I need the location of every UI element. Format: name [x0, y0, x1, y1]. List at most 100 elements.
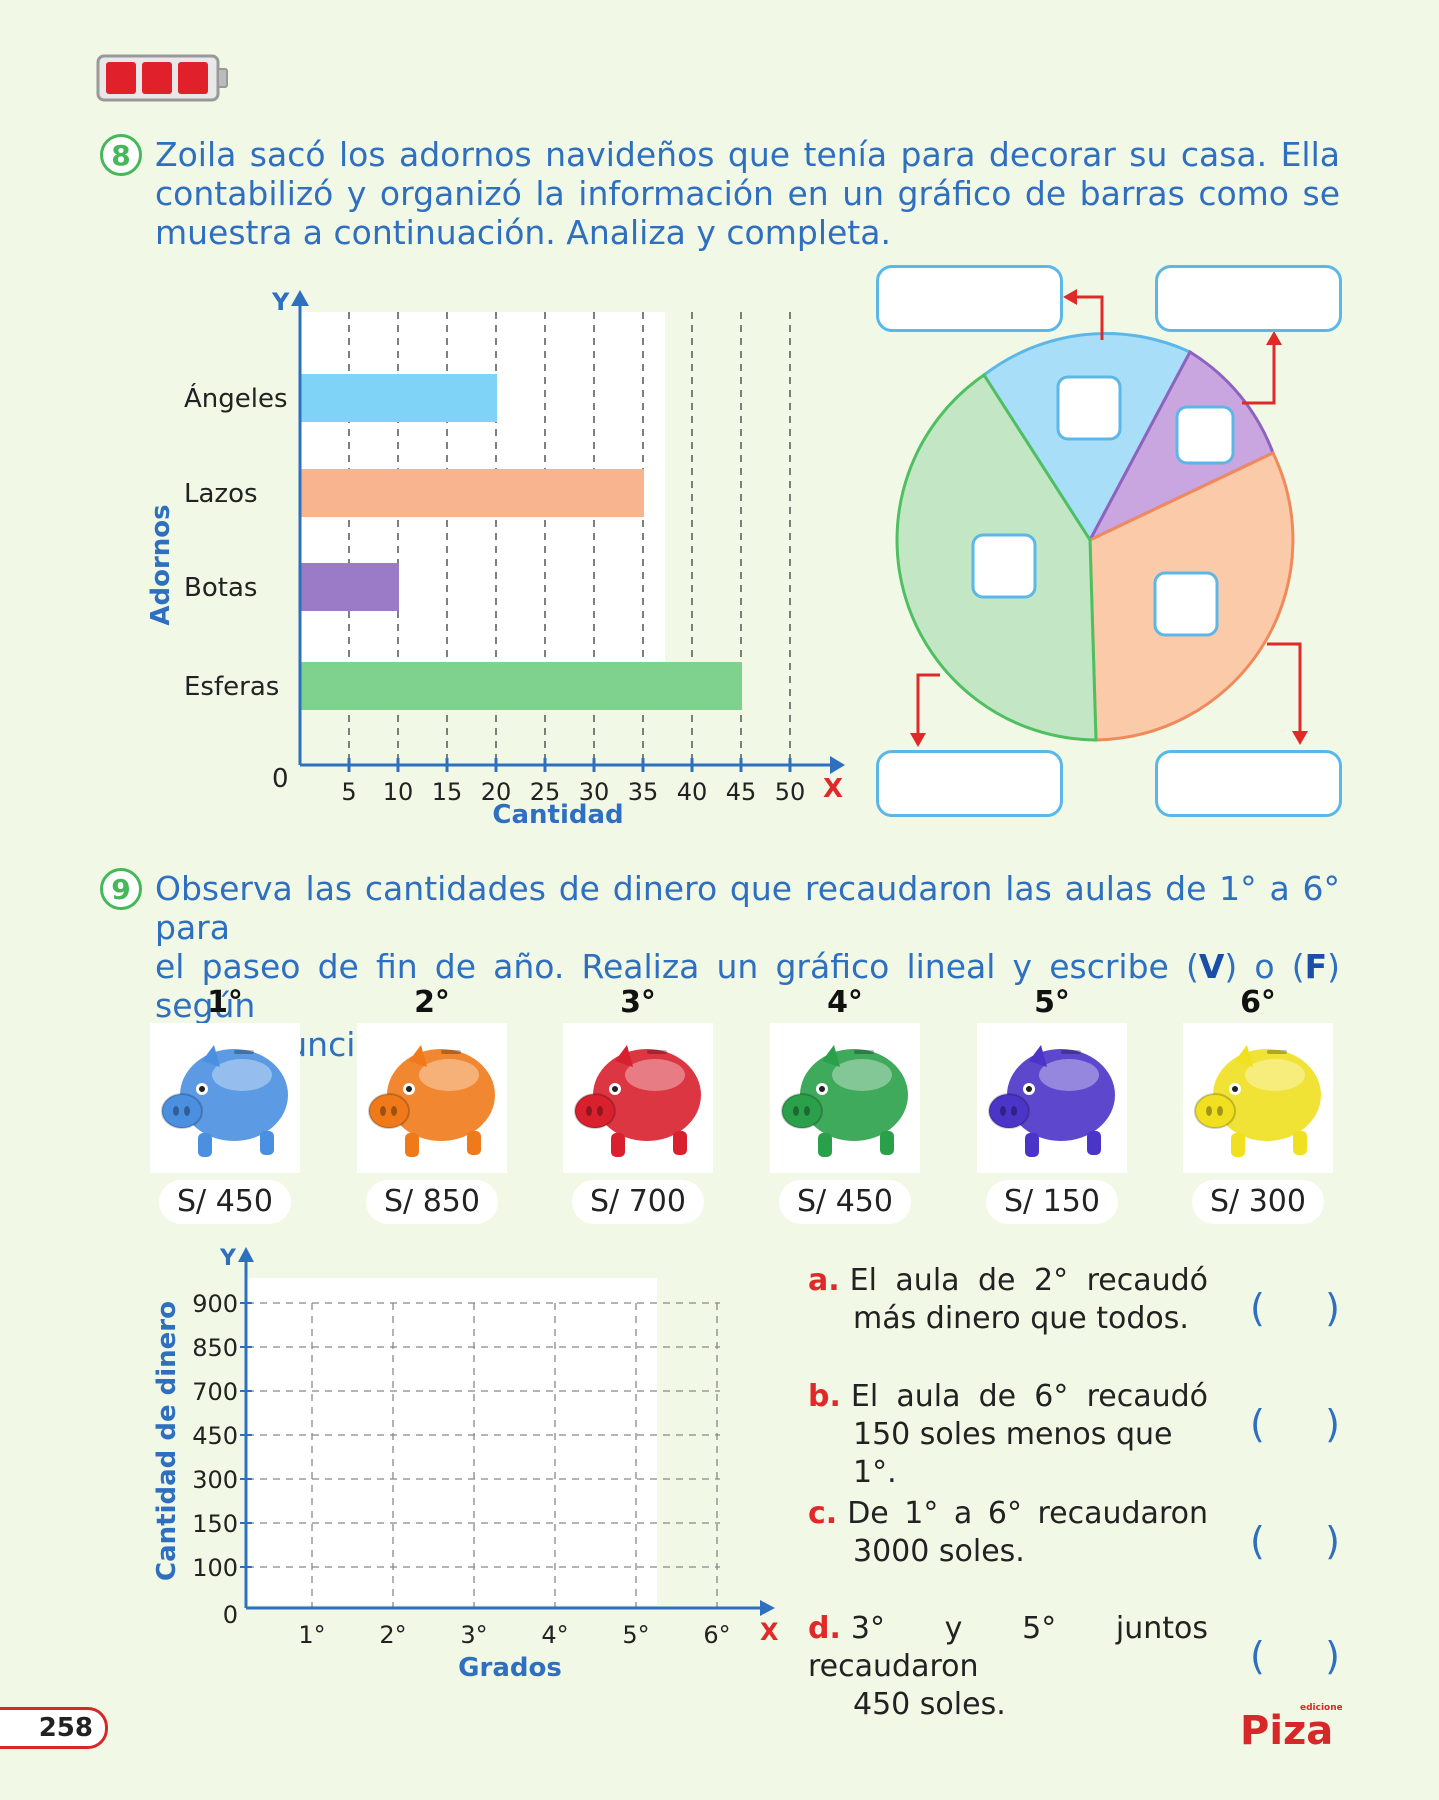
piggy-bank-icon	[1194, 1045, 1321, 1157]
answer-blank[interactable]: ()	[1250, 1519, 1340, 1563]
pointer-arrows	[916, 295, 1302, 735]
paren-open: (	[1250, 1519, 1265, 1563]
y-axis-letter: Y	[219, 1246, 237, 1271]
grade-label: 2°	[414, 985, 450, 1020]
question-number-8: 8	[100, 134, 142, 176]
x-tick-label: 6°	[703, 1621, 730, 1649]
bar-3	[301, 662, 742, 710]
y-axis-letter: Y	[271, 290, 290, 316]
x-tick-label: 40	[677, 778, 708, 806]
amount-label: S/ 450	[779, 1180, 911, 1224]
statement-line1: El aula de 2° recaudó	[849, 1263, 1208, 1298]
y-tick-label: 0	[223, 1601, 238, 1629]
y-axis-title: Cantidad de dinero	[152, 1301, 182, 1581]
question-8-text: Zoila sacó los adornos navideños que ten…	[155, 135, 1340, 252]
pie-answer-box-purple[interactable]	[1175, 405, 1235, 465]
piggy-bank-icon	[781, 1045, 908, 1157]
paren-close: )	[1325, 1402, 1340, 1446]
x-axis-title: Cantidad	[492, 800, 623, 830]
arrow-heads	[910, 289, 1308, 747]
svg-text:ediciones: ediciones	[1300, 1703, 1342, 1713]
grade-label: 1°	[207, 985, 243, 1020]
x-tick-label: 2°	[379, 1621, 406, 1649]
pie-answer-box-green[interactable]	[971, 533, 1037, 599]
answer-blank[interactable]: ()	[1250, 1402, 1340, 1446]
question-number-9: 9	[100, 868, 142, 910]
x-tick-label: 30	[579, 778, 610, 806]
x-tick-label: 5	[341, 778, 356, 806]
statement-line1: El aula de 6° recaudó	[850, 1379, 1208, 1414]
x-axis-arrow	[760, 1600, 775, 1616]
x-tick-label: 3°	[460, 1621, 487, 1649]
x-tick-label: 4°	[541, 1621, 568, 1649]
x-axis-letter: X	[823, 774, 843, 804]
paren-open: (	[1250, 1402, 1265, 1446]
answer-blank[interactable]: ()	[1250, 1286, 1340, 1330]
question-9-text: Observa las cantidades de dinero que rec…	[155, 869, 1341, 1064]
statement-1: b. El aula de 6° recaudó 150 soles menos q…	[808, 1378, 1208, 1492]
pie-answer-box-orange[interactable]	[1153, 571, 1219, 637]
piggy-bank-icon	[574, 1045, 701, 1157]
x-tick-label: 1°	[298, 1621, 325, 1649]
svg-text:Piza: Piza	[1240, 1708, 1333, 1750]
x-axis-letter: X	[760, 1618, 779, 1646]
y-tick-label: 450	[192, 1422, 238, 1450]
statement-line2: 450 soles.	[853, 1687, 1006, 1722]
piggy-bank-image	[770, 1023, 920, 1173]
x-tick-label: 45	[726, 778, 757, 806]
x-tick-label: 10	[383, 778, 414, 806]
pie-label-box-bottom-right[interactable]	[1155, 750, 1342, 817]
statement-0: a. El aula de 2° recaudó más dinero que to…	[808, 1262, 1208, 1338]
x-axis-arrow	[830, 756, 845, 774]
paren-close: )	[1325, 1286, 1340, 1330]
amount-label: S/ 700	[572, 1180, 704, 1224]
y-tick-label: 100	[192, 1554, 238, 1582]
amount-label: S/ 150	[986, 1180, 1118, 1224]
piggy-bank-icon	[368, 1045, 495, 1157]
x-tick-label: 15	[432, 778, 463, 806]
statement-letter: b.	[808, 1379, 841, 1414]
statement-letter: c.	[808, 1496, 838, 1531]
amount-label: S/ 850	[366, 1180, 498, 1224]
statement-letter: a.	[808, 1263, 840, 1298]
x-tick-label: 20	[481, 778, 512, 806]
bar-0	[301, 374, 497, 422]
category-label: Ángeles	[184, 382, 288, 414]
statement-line2: 3000 soles.	[853, 1534, 1025, 1569]
y-axis-arrow	[291, 290, 309, 306]
y-tick-label: 900	[192, 1290, 238, 1318]
pie-label-box-bottom-left[interactable]	[876, 750, 1063, 817]
y-axis-title: Adornos	[146, 504, 176, 625]
x-tick-label: 25	[530, 778, 561, 806]
answer-blank[interactable]: ()	[1250, 1634, 1340, 1678]
grade-label: 4°	[827, 985, 863, 1020]
y-tick-label: 300	[192, 1466, 238, 1494]
amount-label: S/ 450	[159, 1180, 291, 1224]
paren-close: )	[1325, 1634, 1340, 1678]
amount-label: S/ 300	[1192, 1180, 1324, 1224]
paren-open: (	[1250, 1286, 1265, 1330]
paren-open: (	[1250, 1634, 1265, 1678]
statement-line2: 150 soles menos que 1°.	[853, 1417, 1173, 1490]
category-label: Esferas	[184, 672, 279, 702]
piggy-bank-image	[563, 1023, 713, 1173]
x-axis-title: Grados	[458, 1653, 562, 1683]
category-label: Botas	[184, 573, 257, 603]
piggy-bank-image	[1183, 1023, 1333, 1173]
x-tick-label: 5°	[622, 1621, 649, 1649]
origin-label: 0	[272, 764, 289, 794]
statement-3: d. 3° y 5° juntos recaudaron 450 soles.	[808, 1610, 1208, 1724]
category-label: Lazos	[184, 479, 258, 509]
paren-close: )	[1325, 1519, 1340, 1563]
battery-icon	[96, 54, 228, 102]
plot-area	[247, 1278, 657, 1605]
pie-label-box-top-right[interactable]	[1155, 265, 1342, 332]
pie-label-box-top-left[interactable]	[876, 265, 1063, 332]
statement-line2: más dinero que todos.	[853, 1301, 1189, 1336]
pie-answer-box-blue[interactable]	[1056, 375, 1122, 441]
piggy-bank-icon	[161, 1045, 288, 1157]
statement-line1: 3° y 5° juntos recaudaron	[808, 1611, 1208, 1684]
statement-2: c. De 1° a 6° recaudaron 3000 soles.	[808, 1495, 1208, 1571]
piggy-bank-image	[977, 1023, 1127, 1173]
